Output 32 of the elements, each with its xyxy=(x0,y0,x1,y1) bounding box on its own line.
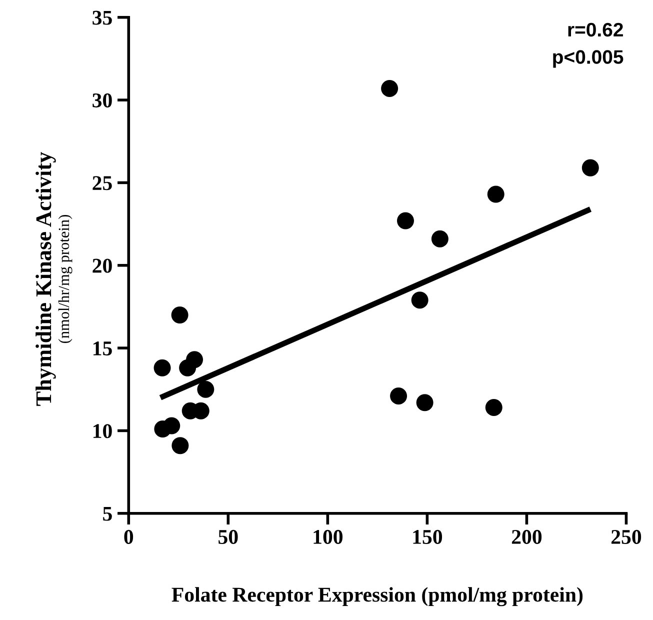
x-tick-label: 50 xyxy=(218,530,238,544)
point xyxy=(582,159,599,176)
point xyxy=(154,359,171,376)
point xyxy=(431,230,448,248)
point xyxy=(381,80,398,97)
point xyxy=(390,387,408,404)
point xyxy=(186,351,204,368)
x-tick-label: 0 xyxy=(124,530,134,544)
point xyxy=(171,306,188,324)
y-tick-label: 25 xyxy=(92,176,112,190)
annotation: p<0.005 xyxy=(553,50,624,68)
x-tick-label: 100 xyxy=(314,530,343,544)
x-axis-title: Folate Receptor Expression (pmol/mg protein) xyxy=(172,587,583,606)
x-tick-label: 150 xyxy=(413,530,442,544)
point xyxy=(396,212,414,230)
point xyxy=(197,380,214,398)
point xyxy=(163,417,180,434)
y-tick-label: 15 xyxy=(94,342,112,356)
x-tick-label: 250 xyxy=(611,530,642,544)
x-tick-label: 200 xyxy=(512,530,542,544)
y-tick-label: 30 xyxy=(92,93,112,108)
y-tick-label: 5 xyxy=(103,506,112,521)
point xyxy=(487,186,504,203)
point xyxy=(416,394,434,412)
y-axis-title: Thymidine Kinase Activity (nmol/hr/mg protein) xyxy=(36,152,72,406)
annotation: r=0.62 xyxy=(568,22,623,37)
point xyxy=(172,437,189,454)
y-tick-label: 35 xyxy=(92,10,112,25)
y-tick-label: 20 xyxy=(92,258,112,273)
y-tick-label: 10 xyxy=(94,424,112,438)
point xyxy=(485,399,502,416)
point xyxy=(411,292,428,309)
